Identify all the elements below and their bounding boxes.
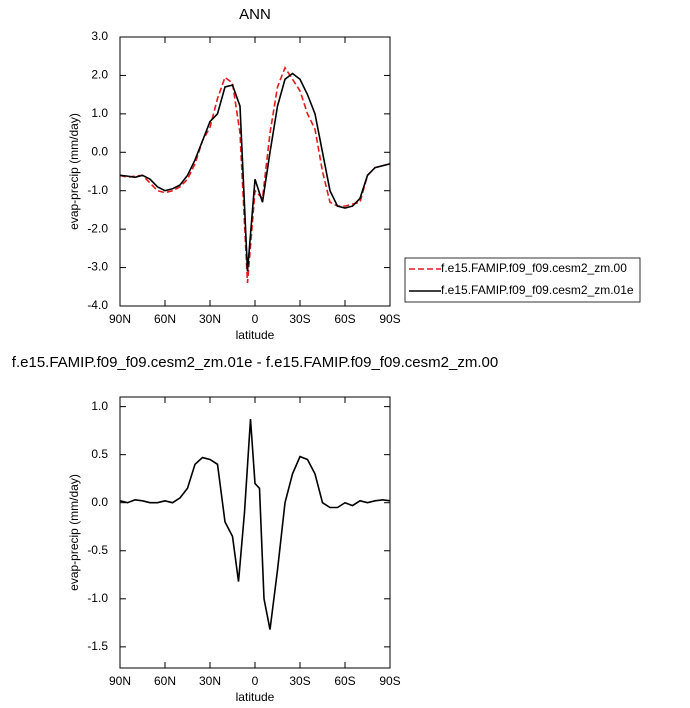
x-tick-label: 30S bbox=[289, 312, 310, 326]
x-tick-label: 60N bbox=[154, 312, 176, 326]
x-tick-label: 90S bbox=[379, 312, 400, 326]
y-tick-label: -1.0 bbox=[87, 591, 108, 605]
x-axis-label: latitude bbox=[236, 328, 275, 342]
chart-title: ANN bbox=[239, 6, 271, 23]
y-tick-label: 3.0 bbox=[91, 29, 108, 43]
x-axis-label: latitude bbox=[236, 690, 275, 704]
plot-frame bbox=[119, 36, 391, 307]
x-tick-label: 0 bbox=[252, 312, 259, 326]
y-axis-label: evap-precip (mm/day) bbox=[67, 113, 81, 230]
y-tick-label: 2.0 bbox=[91, 68, 108, 82]
legend-label: f.e15.FAMIP.f09_f09.cesm2_zm.00 bbox=[441, 261, 627, 275]
y-tick-label: 0.0 bbox=[91, 495, 108, 509]
x-tick-label: 0 bbox=[252, 674, 259, 688]
x-tick-label: 90N bbox=[109, 674, 131, 688]
x-tick-label: 60N bbox=[154, 674, 176, 688]
chart-title: f.e15.FAMIP.f09_f09.cesm2_zm.01e - f.e15… bbox=[12, 354, 498, 371]
x-tick-label: 30N bbox=[199, 312, 221, 326]
x-tick-label: 90S bbox=[379, 674, 400, 688]
y-tick-label: -2.0 bbox=[87, 221, 108, 235]
y-axis-label: evap-precip (mm/day) bbox=[67, 474, 81, 591]
x-tick-label: 30S bbox=[289, 674, 310, 688]
y-tick-label: 1.0 bbox=[91, 399, 108, 413]
data-line bbox=[119, 72, 391, 272]
y-tick-label: 0.5 bbox=[91, 447, 108, 461]
y-tick-label: -4.0 bbox=[87, 298, 108, 312]
plot-frame bbox=[119, 396, 391, 669]
data-line bbox=[119, 65, 391, 284]
x-tick-label: 60S bbox=[334, 312, 355, 326]
x-tick-label: 90N bbox=[109, 312, 131, 326]
y-tick-label: 0.0 bbox=[91, 144, 108, 158]
y-tick-label: -1.5 bbox=[87, 639, 108, 653]
y-tick-label: 1.0 bbox=[91, 106, 108, 120]
y-tick-label: -0.5 bbox=[87, 543, 108, 557]
data-line bbox=[119, 419, 391, 630]
y-tick-label: -1.0 bbox=[87, 183, 108, 197]
x-tick-label: 30N bbox=[199, 674, 221, 688]
y-tick-label: -3.0 bbox=[87, 260, 108, 274]
legend-label: f.e15.FAMIP.f09_f09.cesm2_zm.01e bbox=[441, 283, 634, 297]
x-tick-label: 60S bbox=[334, 674, 355, 688]
legend-box bbox=[404, 257, 641, 303]
